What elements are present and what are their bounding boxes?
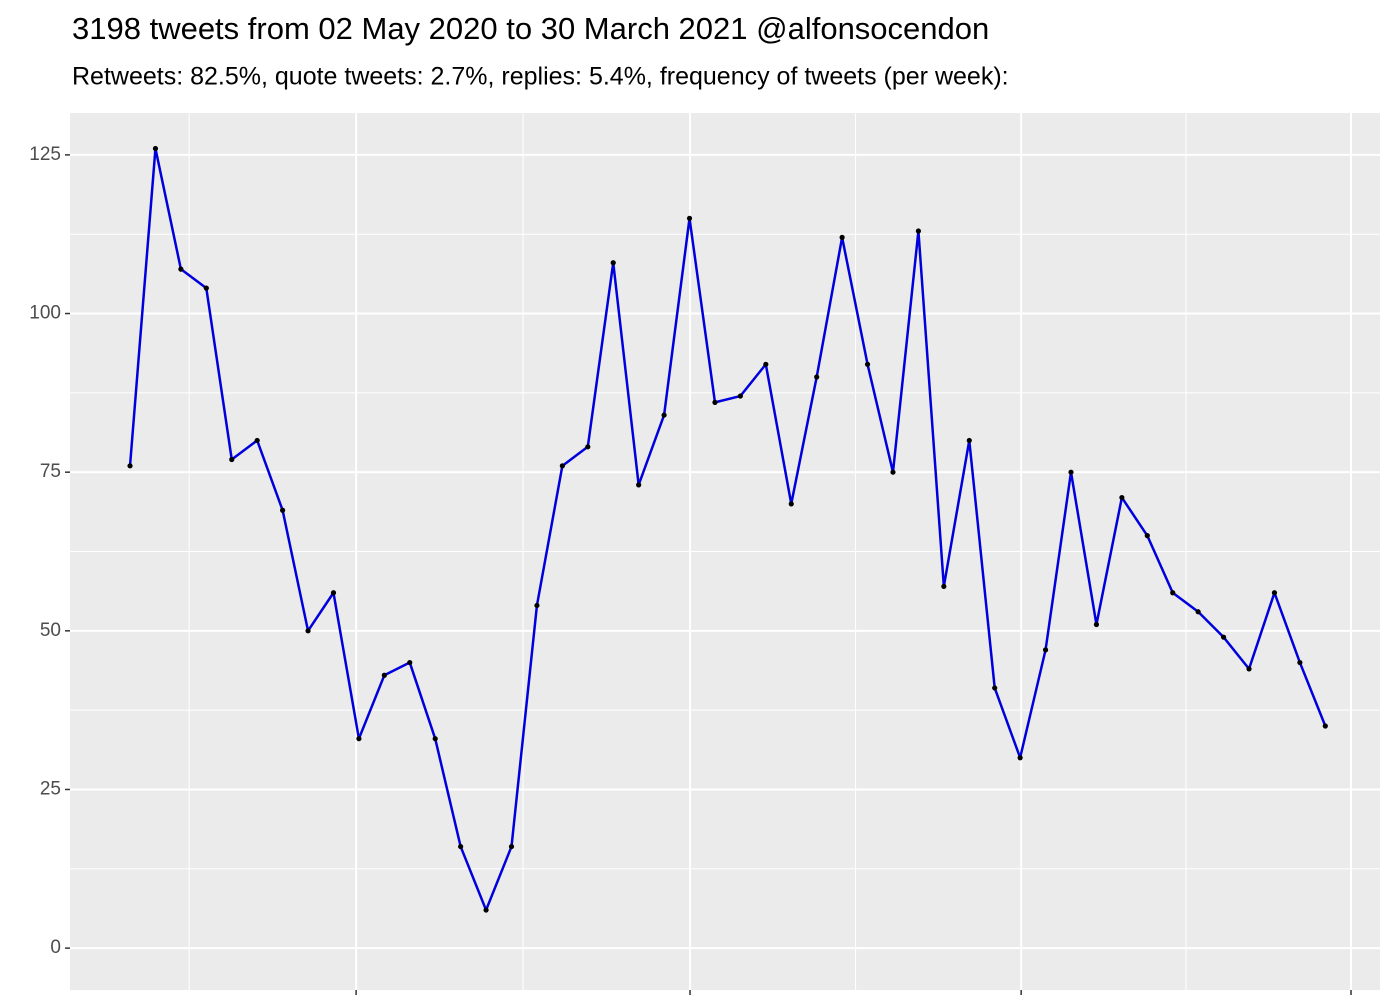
- data-point: [941, 583, 947, 590]
- data-point: [356, 736, 362, 742]
- y-tick-label: 25: [40, 778, 61, 799]
- data-point: [686, 215, 693, 221]
- data-point: [839, 234, 845, 240]
- data-line: [128, 147, 1327, 912]
- data-point: [737, 393, 743, 399]
- data-point: [1144, 533, 1150, 539]
- data-point: [1170, 590, 1176, 596]
- data-point: [890, 469, 896, 475]
- data-point: [407, 659, 413, 666]
- data-point: [1322, 723, 1328, 729]
- data-point: [1195, 609, 1201, 615]
- data-point: [1246, 666, 1252, 672]
- data-point: [203, 285, 209, 291]
- data-point: [1271, 590, 1278, 596]
- data-point: [661, 412, 667, 418]
- data-point: [610, 260, 616, 266]
- data-point: [1093, 621, 1100, 628]
- data-point: [814, 374, 820, 380]
- data-point: [966, 437, 972, 444]
- data-point: [330, 590, 337, 596]
- data-point: [1042, 647, 1049, 653]
- data-point: [992, 685, 998, 691]
- data-point: [585, 444, 591, 450]
- data-point: [788, 501, 794, 507]
- data-point: [458, 843, 464, 850]
- data-point: [254, 437, 260, 444]
- data-point: [178, 266, 184, 272]
- y-tick-label: 75: [40, 461, 61, 482]
- chart-title: 3198 tweets from 02 May 2020 to 30 March…: [72, 11, 989, 46]
- data-point: [915, 228, 922, 234]
- data-point: [559, 463, 565, 469]
- y-tick-label: 100: [29, 303, 61, 324]
- data-point: [1220, 634, 1227, 640]
- data-point: [432, 736, 438, 742]
- data-point: [229, 456, 235, 463]
- data-point: [712, 399, 718, 405]
- data-point: [280, 507, 286, 513]
- data-point: [305, 628, 311, 634]
- y-tick-label: 50: [40, 620, 61, 641]
- data-point: [152, 145, 159, 152]
- data-point: [483, 907, 489, 913]
- data-point: [381, 672, 387, 678]
- data-point: [1119, 494, 1125, 501]
- data-point: [1017, 755, 1023, 761]
- data-point: [864, 361, 871, 367]
- data-point: [763, 361, 769, 367]
- data-point: [1297, 659, 1303, 666]
- data-point: [636, 482, 642, 488]
- data-point: [127, 463, 133, 469]
- data-point: [1068, 469, 1074, 475]
- data-point: [534, 602, 540, 609]
- y-tick-label: 125: [29, 144, 61, 165]
- y-tick-label: 0: [50, 937, 61, 958]
- chart-subtitle: Retweets: 82.5%, quote tweets: 2.7%, rep…: [72, 63, 1009, 91]
- data-point: [508, 843, 515, 850]
